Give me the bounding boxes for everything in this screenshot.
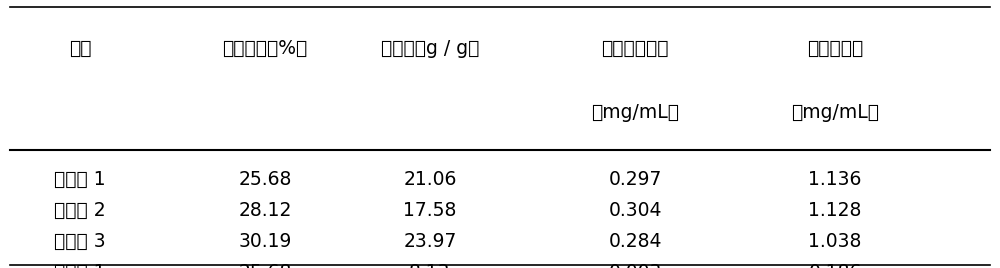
Text: 1.128: 1.128 bbox=[808, 201, 862, 220]
Text: 30.19: 30.19 bbox=[238, 232, 292, 251]
Text: 0.003: 0.003 bbox=[608, 263, 662, 268]
Text: 1.038: 1.038 bbox=[808, 232, 862, 251]
Text: 23.97: 23.97 bbox=[403, 232, 457, 251]
Text: 17.58: 17.58 bbox=[403, 201, 457, 220]
Text: 0.297: 0.297 bbox=[608, 170, 662, 189]
Text: 0.186: 0.186 bbox=[808, 263, 862, 268]
Text: 8.13: 8.13 bbox=[409, 263, 451, 268]
Text: 21.06: 21.06 bbox=[403, 170, 457, 189]
Text: 实施例 1: 实施例 1 bbox=[54, 170, 106, 189]
Text: 1.136: 1.136 bbox=[808, 170, 862, 189]
Text: （mg/mL）: （mg/mL） bbox=[591, 103, 679, 122]
Text: 25.68: 25.68 bbox=[238, 170, 292, 189]
Text: 黄酮类含量: 黄酮类含量 bbox=[807, 39, 863, 58]
Text: 果胶得率（%）: 果胶得率（%） bbox=[222, 39, 308, 58]
Text: 对比例 1: 对比例 1 bbox=[54, 263, 106, 268]
Text: 28.12: 28.12 bbox=[238, 201, 292, 220]
Text: 样品: 样品 bbox=[69, 39, 91, 58]
Text: （mg/mL）: （mg/mL） bbox=[791, 103, 879, 122]
Text: 实施例 2: 实施例 2 bbox=[54, 201, 106, 220]
Text: 持水力（g / g）: 持水力（g / g） bbox=[381, 39, 479, 58]
Text: 0.284: 0.284 bbox=[608, 232, 662, 251]
Text: 柠檬苦素含量: 柠檬苦素含量 bbox=[601, 39, 669, 58]
Text: 25.68: 25.68 bbox=[238, 263, 292, 268]
Text: 0.304: 0.304 bbox=[608, 201, 662, 220]
Text: 实施例 3: 实施例 3 bbox=[54, 232, 106, 251]
